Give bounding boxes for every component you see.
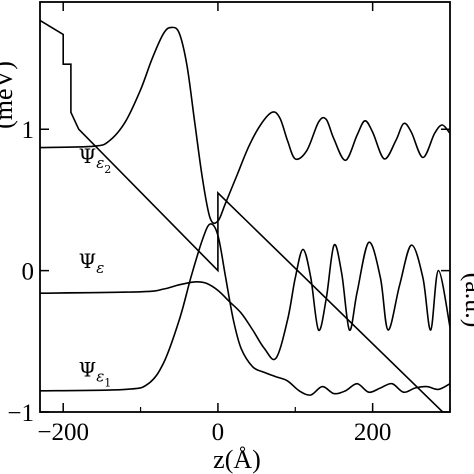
- potential-line: [40, 19, 444, 412]
- x-tick-label: −200: [37, 419, 89, 446]
- plot-frame: [39, 1, 451, 413]
- annotation-labels: Ψε2 Ψε Ψε1: [79, 144, 112, 389]
- wavefunction-line-1: [40, 26, 450, 225]
- y-axis-title-left: (meV): [0, 61, 18, 129]
- x-tick-label: 200: [354, 419, 392, 446]
- x-tick-label: 0: [212, 419, 225, 446]
- psi-label-0: Ψε2: [79, 144, 112, 176]
- plot-area: [40, 19, 450, 412]
- y-axis-title-right: (a.u.): [460, 273, 474, 328]
- x-axis-title: z(Å): [213, 445, 261, 474]
- psi-label-1: Ψε: [79, 249, 105, 277]
- wavefunction-line-2: [40, 241, 450, 361]
- y-tick-label: 0: [22, 259, 35, 286]
- y-tick-label: −1: [7, 400, 34, 427]
- axis-ticks: −200 0 200 −1 0 1: [7, 2, 451, 446]
- psi-label-2: Ψε1: [79, 358, 112, 390]
- wavefunction-line-3: [40, 223, 450, 396]
- y-tick-label: 1: [22, 117, 35, 144]
